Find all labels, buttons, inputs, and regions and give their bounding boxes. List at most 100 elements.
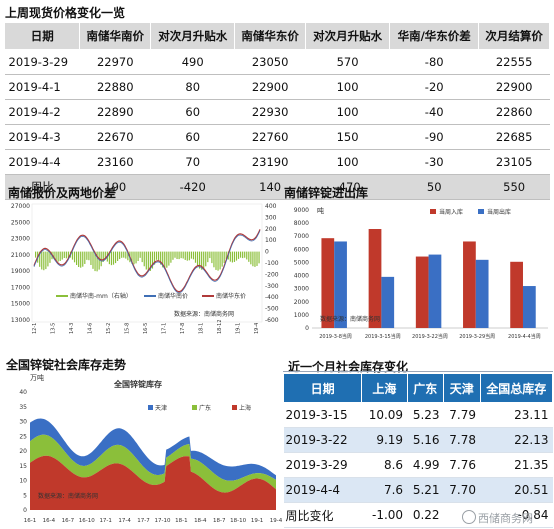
spread-bar (80, 251, 82, 268)
cell: 22900 (234, 74, 306, 100)
y-tick-label-right: 200 (265, 226, 277, 233)
legend-swatch-out (478, 209, 484, 214)
y-tick-label: 15 (19, 463, 27, 470)
cell: 22890 (79, 99, 151, 125)
x-tick-label: 18-10 (230, 518, 246, 524)
spread-bar (221, 251, 223, 267)
chart-legend: 天津 广东 上海 (148, 404, 251, 412)
section-title-price-chart: 南储报价及两地价差 (8, 186, 117, 200)
spread-bar (164, 251, 166, 269)
x-tick-label: 18-1 (175, 518, 187, 524)
spread-bar (90, 251, 92, 265)
spread-bar (123, 251, 125, 258)
spread-bar (201, 251, 203, 270)
x-tick-label: 18-4 (194, 518, 207, 524)
y-tick-label: 15000 (11, 301, 30, 308)
spread-bar (188, 251, 190, 261)
inner-chart-title: 全国锌锭库存 (113, 379, 162, 389)
spread-bar (182, 251, 184, 259)
east-price-line (33, 230, 261, 294)
cell: 22.13 (480, 427, 553, 453)
legend-swatch-in (430, 209, 436, 214)
spread-bar (86, 251, 88, 260)
bar-inbound (368, 229, 382, 328)
cell: 570 (305, 49, 390, 75)
spread-bar (178, 251, 180, 260)
spread-bar (194, 251, 197, 263)
y-axis: 40 35 30 25 20 15 10 5 0 (19, 389, 27, 514)
spread-bar (203, 251, 205, 269)
x-tick-label: 19-4 (270, 518, 282, 524)
legend-swatch-shanghai (232, 405, 237, 410)
legend-swatch-east (144, 295, 156, 297)
legend-label-out: 当周出库 (487, 208, 511, 216)
spread-bar (258, 251, 260, 264)
x-tick-label: 15-2 (106, 323, 112, 334)
spread-bar (237, 251, 240, 259)
col-header-total: 全国总库存 (479, 373, 553, 403)
plot-area (31, 203, 263, 323)
legend-label-south: 南储华南价 (158, 292, 188, 300)
area-shanghai (30, 455, 276, 510)
y-tick-label: 9000 (294, 207, 309, 214)
y-tick-label: 10 (19, 478, 27, 485)
cell: 100 (305, 99, 390, 125)
cell: 7.70 (443, 477, 480, 503)
cell: 22555 (478, 49, 550, 75)
cell: 70 (150, 149, 235, 175)
cell: 7.6 (361, 477, 408, 503)
cell: 5.21 (407, 477, 444, 503)
spread-bar (135, 251, 137, 264)
bar-inbound (321, 238, 335, 328)
cell: 50 (389, 174, 479, 200)
legend-swatch-guangdong (192, 405, 197, 410)
cell: 20.51 (480, 477, 553, 503)
bar-outbound (522, 286, 536, 328)
spread-bar (49, 251, 51, 263)
spread-bar (213, 251, 215, 268)
y-tick-label: 20 (19, 448, 27, 455)
cell-date: 2019-4-3 (4, 124, 80, 150)
x-tick-label: 2019-3-8当周 (319, 333, 352, 340)
spread-bar (235, 251, 238, 261)
y-tick-label: 35 (19, 404, 27, 411)
monthly-stock-table: 日期 上海 广东 天津 全国总库存 2019-3-15 10.09 5.23 7… (282, 373, 553, 528)
legend-swatch-south (202, 295, 214, 297)
legend-label-east: 南储华东价 (216, 292, 246, 300)
spread-bar (100, 251, 102, 267)
x-tick-label: 2019-3-29当周 (459, 333, 495, 340)
spread-bar (229, 251, 231, 262)
x-tick-label: 19-1 (236, 323, 242, 334)
bar-inbound (415, 256, 429, 328)
chart-source: 数据来源：南储商务网 (320, 315, 380, 323)
col-header-date: 日期 (3, 22, 81, 50)
spread-bar (166, 251, 168, 268)
spread-bar (215, 251, 217, 270)
cell-date: 2019-4-4 (4, 149, 80, 175)
spot-price-table: 日期 南储华南价 对次月升贴水 南储华东价 对次月升贴水 华南/华东价差 次月结… (3, 22, 550, 200)
spread-bar (121, 251, 123, 258)
legend-label-in: 当周入库 (439, 208, 463, 216)
y-tick-label: 25 (19, 433, 27, 440)
spread-bar (112, 251, 115, 265)
spread-bar (133, 251, 135, 265)
chart-source: 数据来源：南储商务网 (174, 310, 234, 318)
cell: 23160 (79, 149, 151, 175)
x-axis: 16-1 16-4 16-7 16-10 17-1 17-4 17-7 17-10 18-1 18… (24, 518, 282, 524)
spread-bar (248, 251, 250, 262)
chart-source: 数据来源：南储商务网 (38, 492, 98, 500)
y-tick-label: 4000 (294, 273, 309, 280)
table-row: 2019-3-15 10.09 5.23 7.79 23.11 (283, 402, 553, 428)
warehouse-bar-chart: 吨 9000800070006000500040003000200010000 … (294, 206, 548, 340)
col-header-shanghai: 上海 (361, 373, 408, 403)
y-tick-label: 8000 (294, 220, 309, 227)
y-tick-label-right: -100 (265, 260, 279, 267)
bar-inbound (463, 241, 476, 328)
y-tick-label-right: 100 (265, 237, 277, 244)
spread-bar (151, 251, 154, 269)
spread-bar (199, 251, 201, 269)
y-tick-label: 13000 (11, 317, 30, 324)
y-tick-label: 0 (305, 325, 309, 332)
legend-label-tianjin: 天津 (155, 405, 167, 412)
